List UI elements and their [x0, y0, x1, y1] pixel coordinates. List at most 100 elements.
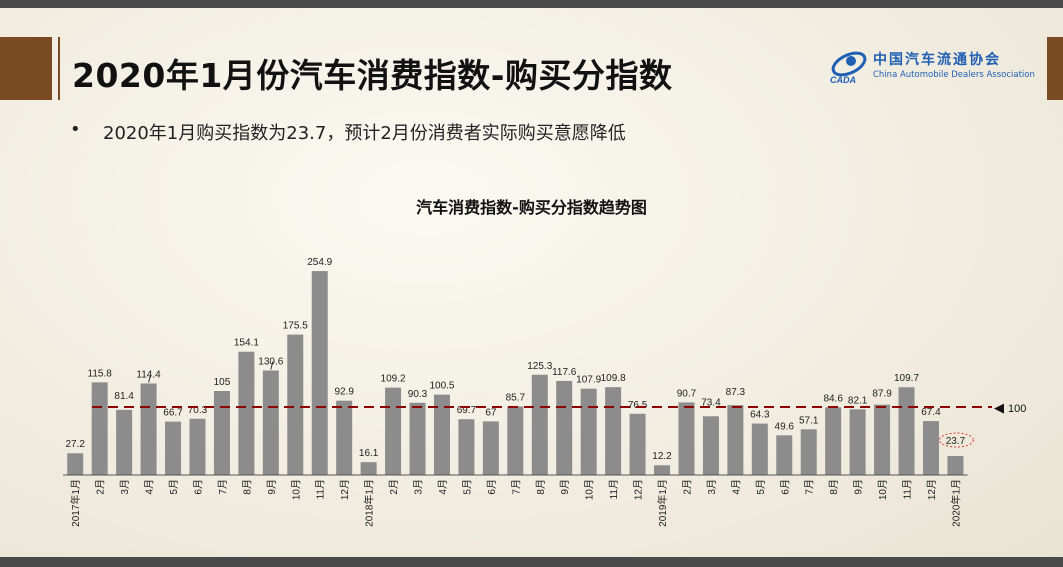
- data-label: 109.2: [381, 374, 406, 385]
- data-label: 67: [485, 407, 497, 418]
- tick-label: 3月: [119, 479, 131, 495]
- bar: [482, 421, 499, 475]
- page-title: 2020年1月份汽车消费指数-购买分指数: [72, 56, 673, 95]
- data-label: 66.7: [163, 408, 183, 419]
- data-label: 125.3: [527, 361, 552, 372]
- bar: [116, 409, 133, 475]
- bar: [849, 409, 866, 475]
- bar: [409, 402, 426, 475]
- data-label: 107.9: [576, 375, 601, 386]
- data-label: 130.6: [258, 357, 283, 368]
- cada-logo-icon: CADA: [830, 51, 867, 85]
- bar: [580, 388, 597, 475]
- data-label: 82.1: [848, 395, 868, 406]
- highlight-circle: [938, 432, 974, 448]
- data-label: 64.3: [750, 410, 770, 421]
- bar: [727, 405, 744, 475]
- tick-label: 4月: [144, 479, 156, 495]
- tick-label: 7月: [804, 479, 816, 495]
- data-label: 81.4: [114, 391, 134, 402]
- tick-label: 4月: [730, 479, 742, 495]
- bar: [360, 462, 377, 475]
- bullet-text: 2020年1月购买指数为23.7，预计2月份消费者实际购买意愿降低: [103, 123, 626, 144]
- reference-line-label: 100: [1008, 403, 1026, 415]
- bar: [702, 416, 719, 475]
- logo-name-en: China Automobile Dealers Association: [873, 70, 1035, 80]
- data-label: 115.8: [88, 368, 113, 379]
- bar: [825, 407, 842, 475]
- tick-label: 2020年1月: [949, 479, 962, 527]
- tick-label: 2月: [681, 479, 693, 495]
- data-label: 70.3: [188, 405, 208, 416]
- reference-line-marker: ◀: [994, 401, 1004, 416]
- bar: [654, 465, 671, 475]
- bar: [898, 387, 915, 475]
- data-label: 92.9: [334, 387, 354, 398]
- tick-label: 9月: [559, 479, 571, 495]
- bar: [311, 271, 328, 475]
- data-label: 69.7: [457, 405, 477, 416]
- bar: [947, 456, 964, 475]
- data-label: 90.3: [408, 389, 428, 400]
- right-accent-block: [1047, 37, 1063, 100]
- bar: [165, 421, 182, 475]
- tick-label: 10月: [290, 479, 302, 500]
- tick-label: 3月: [706, 479, 718, 495]
- data-label: 16.1: [359, 448, 379, 459]
- tick-label: 8月: [828, 479, 840, 495]
- tick-label: 11月: [315, 479, 327, 499]
- data-label: 85.7: [506, 392, 526, 403]
- label-leader-line: [148, 374, 152, 383]
- bar: [678, 402, 695, 475]
- tick-label: 10月: [584, 479, 596, 500]
- tick-label: 7月: [510, 479, 522, 495]
- tick-label: 8月: [535, 479, 547, 495]
- data-label: 109.7: [894, 373, 919, 384]
- data-label: 76.5: [628, 400, 648, 411]
- tick-label: 5月: [168, 479, 180, 495]
- tick-label: 5月: [755, 479, 767, 495]
- bar: [874, 404, 891, 475]
- tick-label: 9月: [853, 479, 865, 495]
- chart-title: 汽车消费指数-购买分指数趋势图: [416, 198, 647, 217]
- bar: [238, 351, 255, 475]
- top-band: [0, 0, 1063, 8]
- bar: [262, 370, 279, 475]
- bar: [556, 380, 573, 475]
- data-label: 84.6: [823, 393, 843, 404]
- tick-label: 3月: [413, 479, 425, 495]
- bar: [213, 391, 230, 475]
- data-label: 27.2: [65, 439, 85, 450]
- bar: [751, 423, 768, 475]
- data-label: 100.5: [429, 381, 454, 392]
- bottom-band: [0, 557, 1063, 567]
- tick-label: 12月: [633, 479, 645, 500]
- bar: [336, 400, 353, 475]
- data-label: 73.4: [701, 397, 721, 408]
- logo-name-cn: 中国汽车流通协会: [873, 52, 1001, 68]
- data-label: 254.9: [307, 257, 332, 268]
- tick-label: 10月: [877, 479, 889, 500]
- tick-label: 7月: [217, 479, 229, 495]
- left-accent-block: [0, 37, 52, 100]
- left-accent-gap: [52, 37, 58, 100]
- data-label: 90.7: [677, 388, 697, 399]
- tick-label: 11月: [902, 479, 914, 499]
- bar: [922, 421, 939, 475]
- tick-label: 6月: [486, 479, 498, 495]
- bar: [67, 453, 84, 475]
- tick-label: 2018年1月: [363, 479, 376, 527]
- data-label: 87.9: [872, 389, 892, 400]
- bar: [140, 383, 157, 475]
- bar: [91, 382, 108, 475]
- bar: [629, 413, 646, 475]
- bar: [605, 387, 622, 475]
- bar: [189, 418, 206, 475]
- data-label: 175.5: [283, 321, 308, 332]
- tick-label: 8月: [241, 479, 253, 495]
- data-label: 67.4: [921, 407, 941, 418]
- bar: [287, 334, 304, 475]
- bullet-marker: •: [70, 119, 81, 140]
- tick-label: 11月: [608, 479, 620, 499]
